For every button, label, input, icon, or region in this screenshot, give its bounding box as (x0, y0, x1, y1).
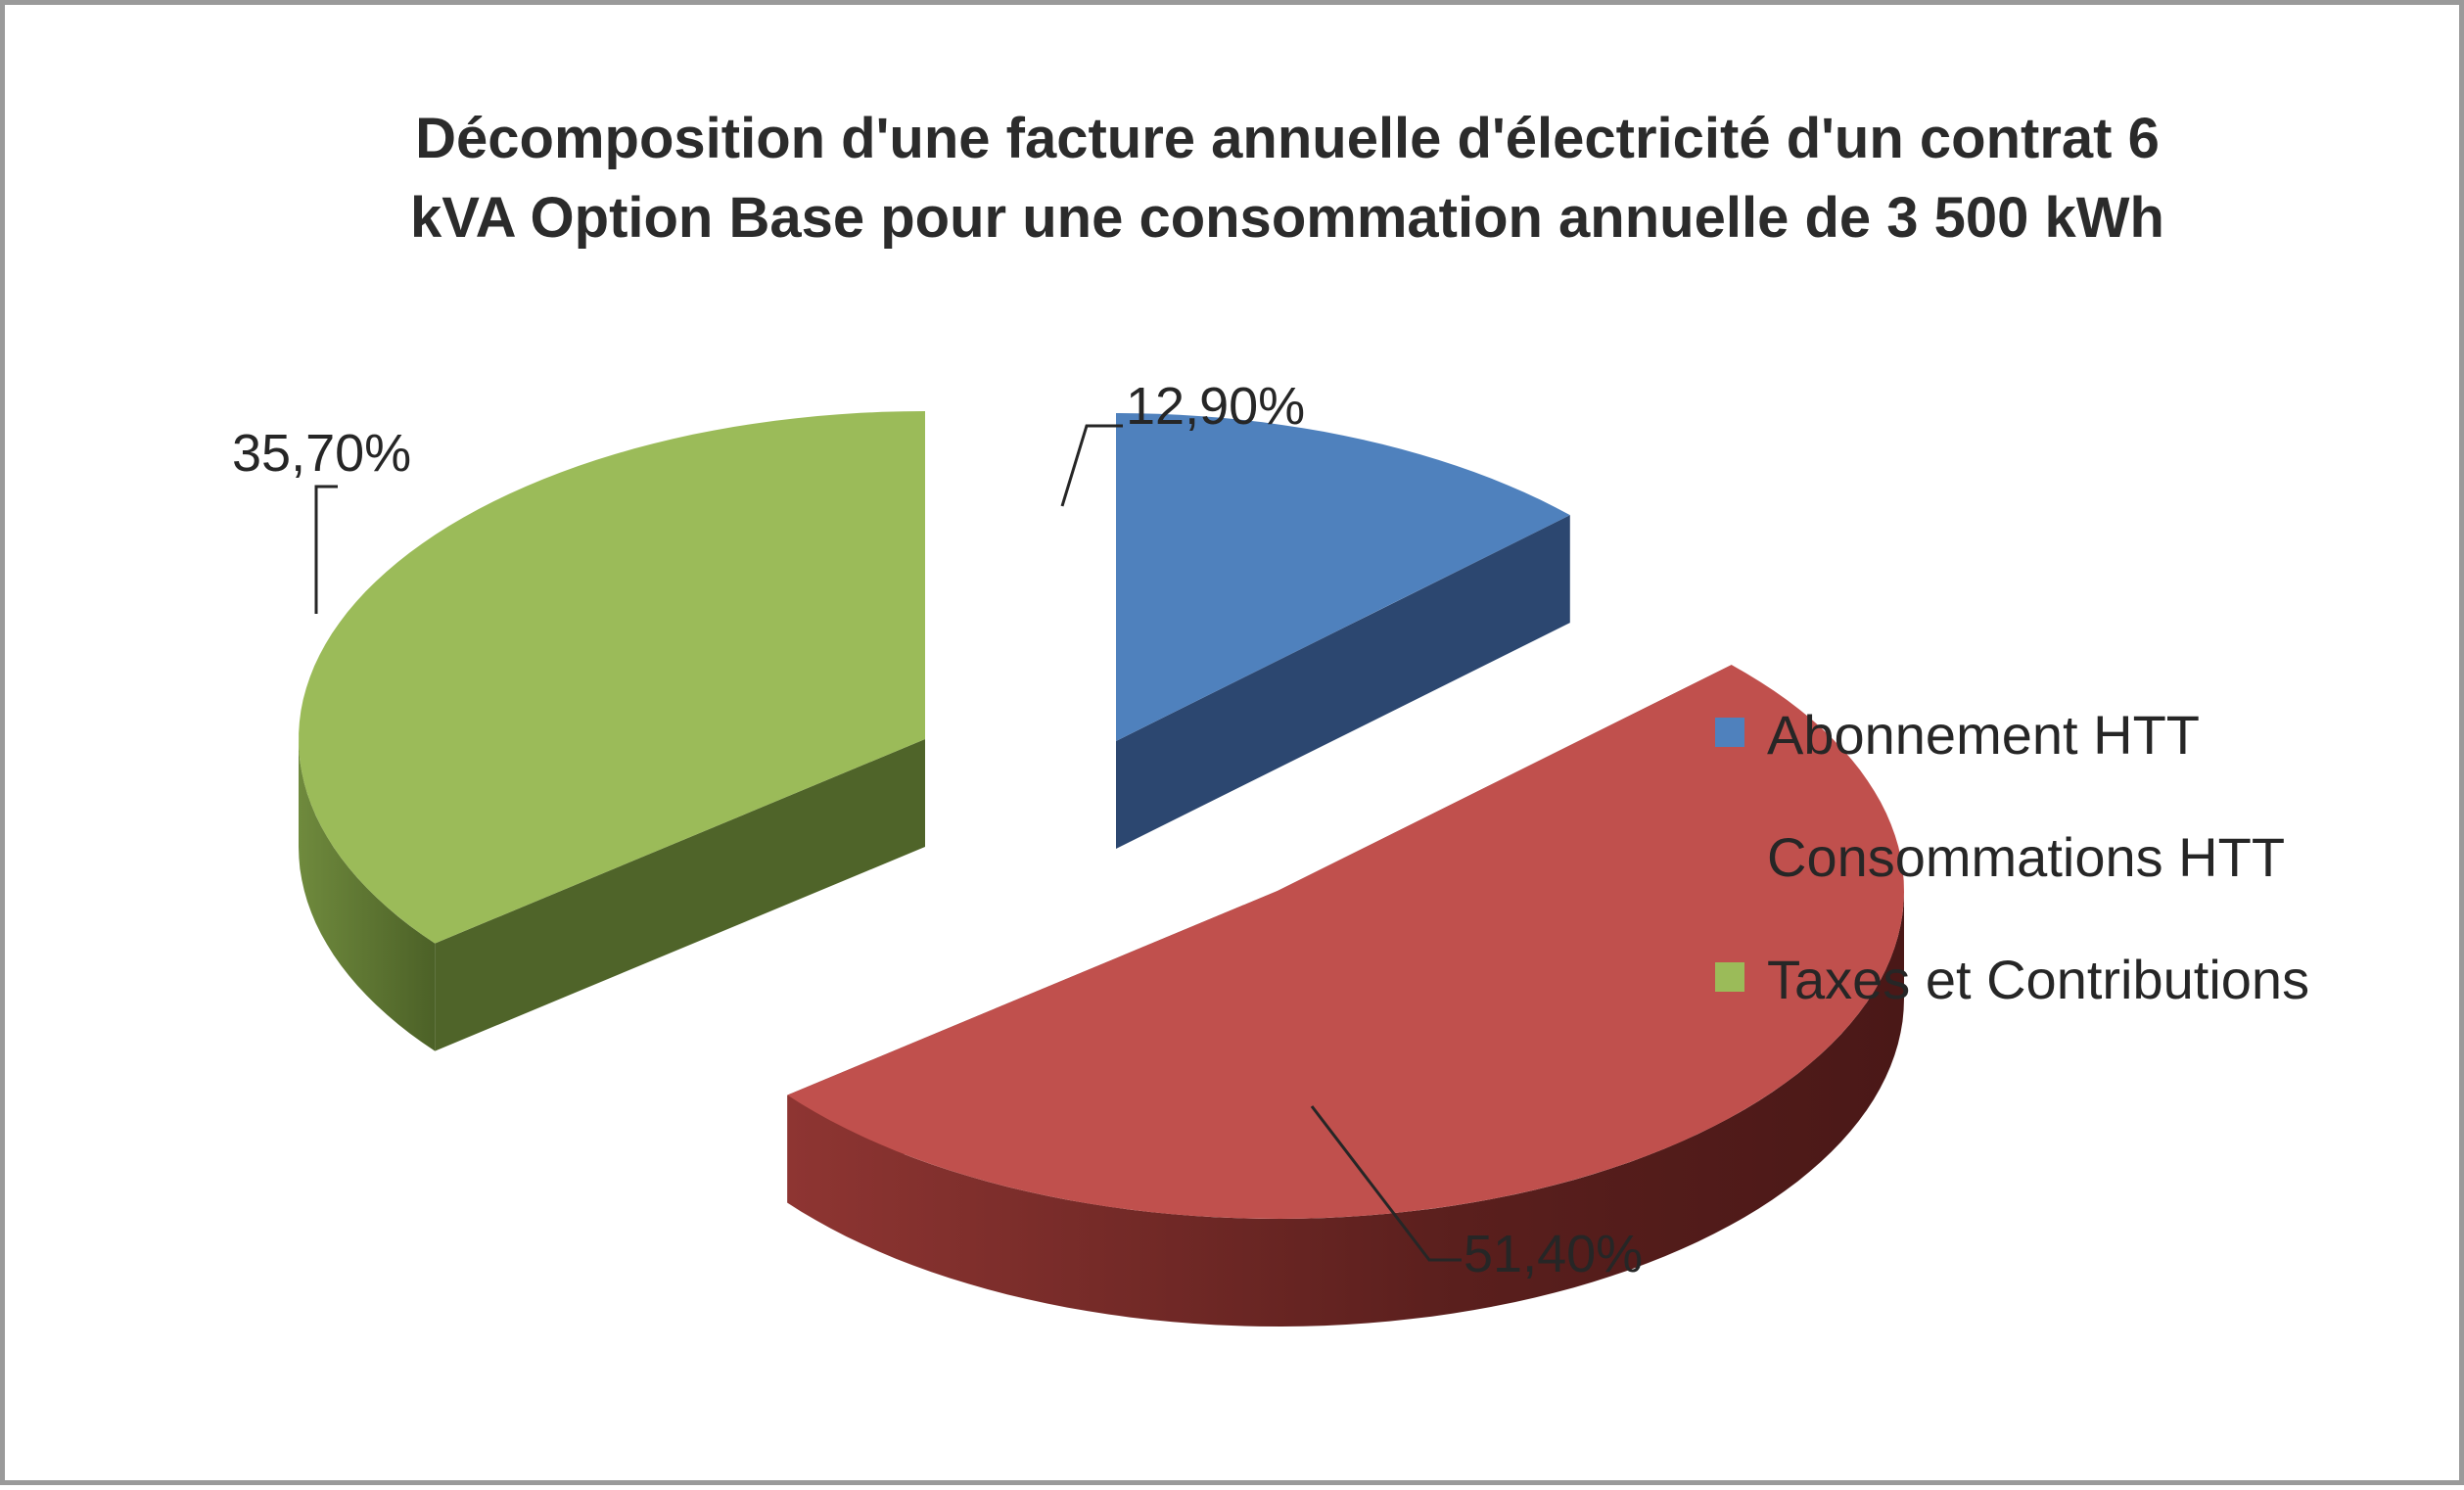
chart-title-line-1: Décomposition d'une facture annuelle d'é… (415, 107, 2160, 170)
legend-label-consommations: Consommations HTT (1767, 826, 2285, 888)
pie-slice-taxes (299, 411, 926, 1051)
slice-wall-taxes-0 (435, 739, 925, 1051)
slice-top-taxes (299, 411, 926, 944)
pie-slice-abonnement (1116, 413, 1570, 849)
legend-swatch-consommations (1715, 840, 1744, 869)
pie-slices (299, 411, 1904, 1327)
slice-top-abonnement (1116, 413, 1570, 741)
leader-line-taxes (314, 485, 338, 614)
slice-side-consommations (787, 891, 1904, 1327)
chart-title-line-2: kVA Option Base pour une consommation an… (410, 186, 2164, 250)
pie-chart: Décomposition d'une facture annuelle d'é… (232, 107, 2309, 1327)
pie-slice-consommations (787, 665, 1904, 1327)
slice-wall-abonnement-1 (1116, 515, 1570, 849)
legend-label-taxes: Taxes et Contributions (1767, 949, 2309, 1010)
data-label-taxes: 35,70% (232, 424, 411, 483)
leader-line-abonnement (1060, 424, 1123, 507)
legend-swatch-taxes (1715, 962, 1744, 992)
data-label-abonnement: 12,90% (1126, 377, 1305, 436)
legend-label-abonnement: Abonnement HTT (1767, 704, 2200, 766)
legend-swatch-abonnement (1715, 718, 1744, 747)
data-label-consommations: 51,40% (1464, 1225, 1643, 1283)
legend: Abonnement HTT Consommations HTT Taxes e… (1715, 704, 2309, 1010)
slice-top-consommations (787, 665, 1904, 1219)
slice-side-taxes (299, 739, 436, 1051)
leader-line-consommations (1310, 1105, 1462, 1262)
